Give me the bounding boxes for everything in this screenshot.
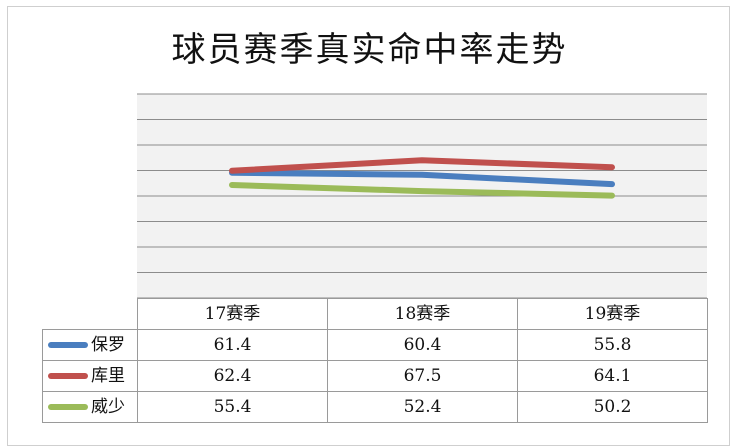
table-value-cell: 67.5 bbox=[327, 360, 518, 392]
legend-label: 库里 bbox=[91, 361, 125, 391]
table-row-label: 保罗 bbox=[42, 329, 138, 361]
table-value-cell: 52.4 bbox=[327, 391, 518, 423]
table-value-cell: 55.8 bbox=[517, 329, 708, 361]
table-value-cell: 55.4 bbox=[137, 391, 328, 423]
table-row-label: 威少 bbox=[42, 391, 138, 423]
legend-label: 保罗 bbox=[91, 330, 125, 360]
table-value-cell: 60.4 bbox=[327, 329, 518, 361]
table-header-cell: 17赛季 bbox=[137, 298, 328, 330]
table-row-label: 库里 bbox=[42, 360, 138, 392]
table-header-cell: 18赛季 bbox=[327, 298, 518, 330]
legend-swatch bbox=[48, 404, 88, 410]
legend-label: 威少 bbox=[91, 392, 125, 422]
table-value-cell: 61.4 bbox=[137, 329, 328, 361]
table-header-cell: 19赛季 bbox=[517, 298, 708, 330]
table-value-cell: 50.2 bbox=[517, 391, 708, 423]
legend-swatch bbox=[48, 342, 88, 348]
legend-swatch bbox=[48, 373, 88, 379]
table-value-cell: 64.1 bbox=[517, 360, 708, 392]
table-value-cell: 62.4 bbox=[137, 360, 328, 392]
